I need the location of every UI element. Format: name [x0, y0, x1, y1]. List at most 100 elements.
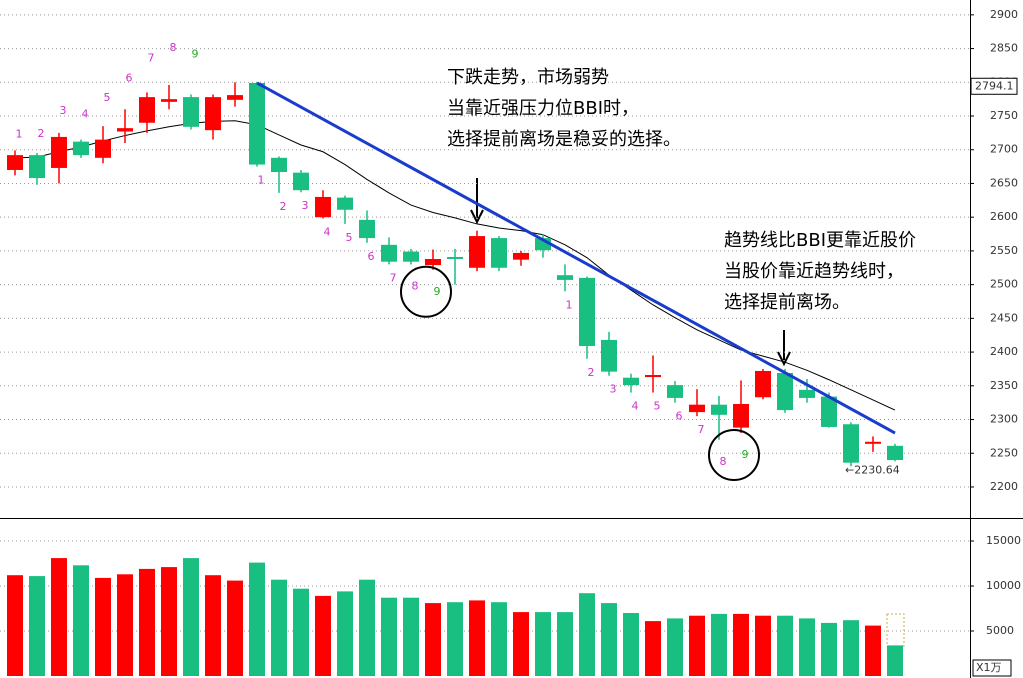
volume-bar	[799, 618, 815, 676]
candle-body	[161, 99, 177, 102]
y-tick-label: 2500	[990, 278, 1018, 291]
volume-bar	[227, 580, 243, 676]
candle-body	[865, 441, 881, 444]
volume-bar	[865, 625, 881, 676]
candle-body	[227, 95, 243, 100]
candle-body	[337, 197, 353, 210]
td-count: 9	[192, 47, 199, 60]
volume-bar	[7, 575, 23, 676]
td-count: 3	[302, 199, 309, 212]
volume-bar	[755, 615, 771, 676]
volume-bar	[557, 612, 573, 676]
candle-body	[667, 385, 683, 398]
candle-body	[381, 244, 397, 262]
y-tick-label: 2700	[990, 143, 1018, 156]
td-circle	[708, 429, 760, 482]
volume-bar	[887, 645, 903, 676]
candle-body	[315, 196, 331, 218]
last-price-label: 2794.1	[975, 79, 1014, 92]
volume-bar	[579, 593, 595, 676]
candle-body	[425, 259, 441, 266]
candle-body	[557, 275, 573, 280]
candle-body	[513, 252, 529, 260]
volume-bar	[733, 613, 749, 676]
y-tick-label: 2450	[990, 311, 1018, 324]
candle-body	[733, 404, 749, 428]
td-count: 5	[654, 400, 661, 413]
y-tick-label: 2850	[990, 42, 1018, 55]
candle-body	[491, 238, 507, 268]
candle-body	[711, 404, 727, 415]
volume-bar	[667, 618, 683, 676]
td-count: 7	[148, 51, 155, 64]
candle-body	[601, 339, 617, 372]
volume-bar	[139, 568, 155, 676]
candle-body	[7, 155, 23, 170]
candle-body	[887, 445, 903, 460]
volume-bar	[645, 621, 661, 676]
y-tick-label: 2600	[990, 210, 1018, 223]
candle-body	[205, 97, 221, 131]
td-count: 8	[170, 41, 177, 54]
candle-body	[403, 251, 419, 262]
candle-body	[271, 157, 287, 172]
volume-bar	[623, 612, 639, 676]
td-count: 7	[390, 271, 397, 284]
volume-bar	[381, 597, 397, 676]
td-count: 9	[434, 285, 441, 298]
candle-body	[821, 396, 837, 427]
td-circle	[400, 265, 452, 318]
annotation: 选择提前离场是稳妥的选择。	[447, 129, 681, 150]
volume-bar	[337, 591, 353, 676]
candle-body	[843, 424, 859, 463]
unit-label: X1万	[976, 661, 1002, 674]
candle-body	[799, 389, 815, 398]
candle-body	[689, 404, 705, 413]
y-tick-label: 2650	[990, 176, 1018, 189]
volume-bar	[777, 615, 793, 676]
volume-bar	[689, 615, 705, 676]
td-count: 8	[412, 279, 419, 292]
y-tick-label: 2550	[990, 244, 1018, 257]
candle-body	[645, 375, 661, 378]
candle-body	[579, 277, 595, 347]
candle-body	[447, 256, 463, 259]
unit-box	[972, 659, 1012, 677]
volume-bar	[711, 613, 727, 676]
td-count: 2	[588, 366, 595, 379]
candle-body	[469, 236, 485, 268]
volume-bar	[29, 576, 45, 676]
volume-bar	[183, 558, 199, 676]
annotation: 下跌走势，市场弱势	[447, 67, 609, 88]
y-tick-label: 2750	[990, 109, 1018, 122]
last-price-box	[970, 77, 1018, 95]
y-tick-label: 10000	[986, 579, 1021, 592]
td-count: 6	[676, 410, 683, 423]
volume-bar	[117, 574, 133, 676]
candle-body	[117, 128, 133, 132]
volume-bar	[425, 603, 441, 676]
td-count: 4	[632, 400, 639, 413]
volume-bar	[95, 577, 111, 676]
y-tick-label: 15000	[986, 534, 1021, 547]
y-tick-label: 2900	[990, 8, 1018, 21]
candle-body	[73, 141, 89, 156]
trendline	[256, 81, 896, 435]
td-count: 8	[720, 455, 727, 468]
volume-bar	[469, 600, 485, 676]
candle-body	[777, 372, 793, 411]
td-count: 6	[126, 71, 133, 84]
candle-body	[359, 219, 375, 239]
candle-body	[139, 97, 155, 123]
arrow-head	[470, 209, 484, 225]
annotation: 选择提前离场。	[724, 292, 850, 313]
candle-body	[183, 97, 199, 127]
y-tick-label: 2350	[990, 379, 1018, 392]
highlight-box	[886, 613, 905, 647]
td-count: 4	[324, 226, 331, 239]
candle-body	[29, 155, 45, 179]
td-count: 5	[104, 91, 111, 104]
volume-bar	[205, 575, 221, 676]
td-count: 7	[698, 423, 705, 436]
